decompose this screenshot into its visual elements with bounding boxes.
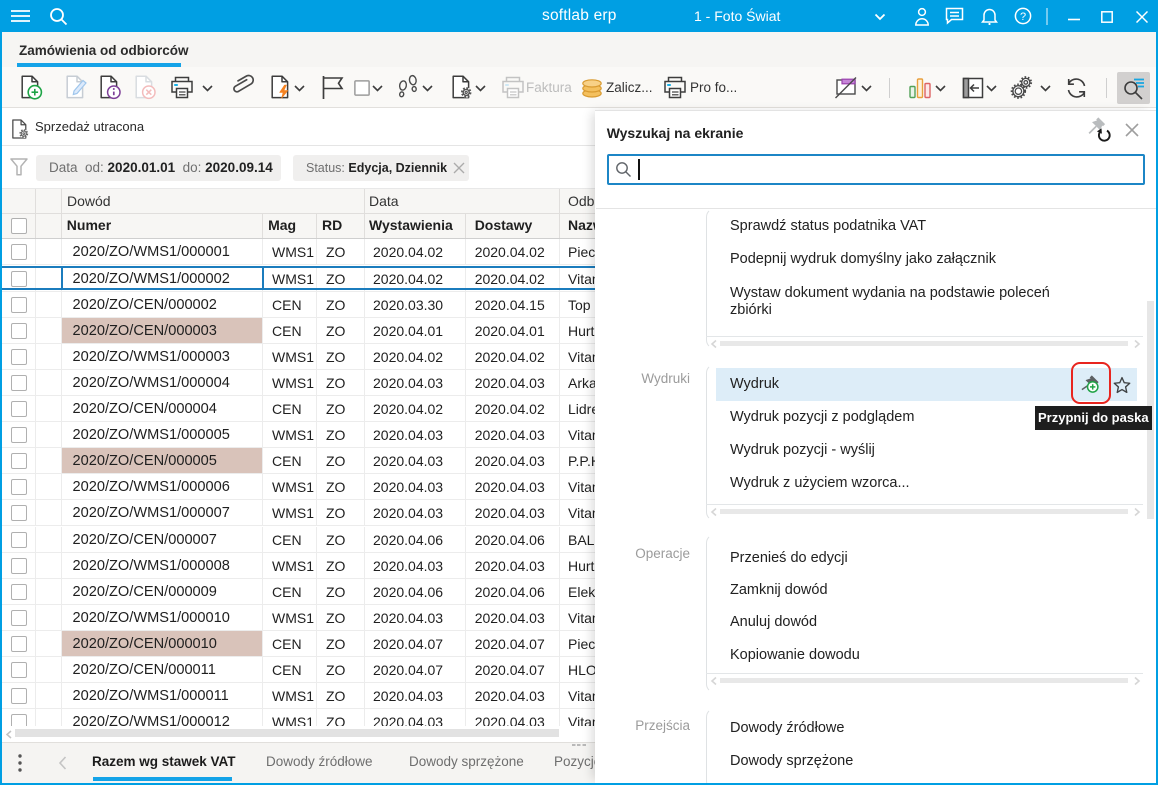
svg-text:?: ? xyxy=(1020,11,1026,23)
